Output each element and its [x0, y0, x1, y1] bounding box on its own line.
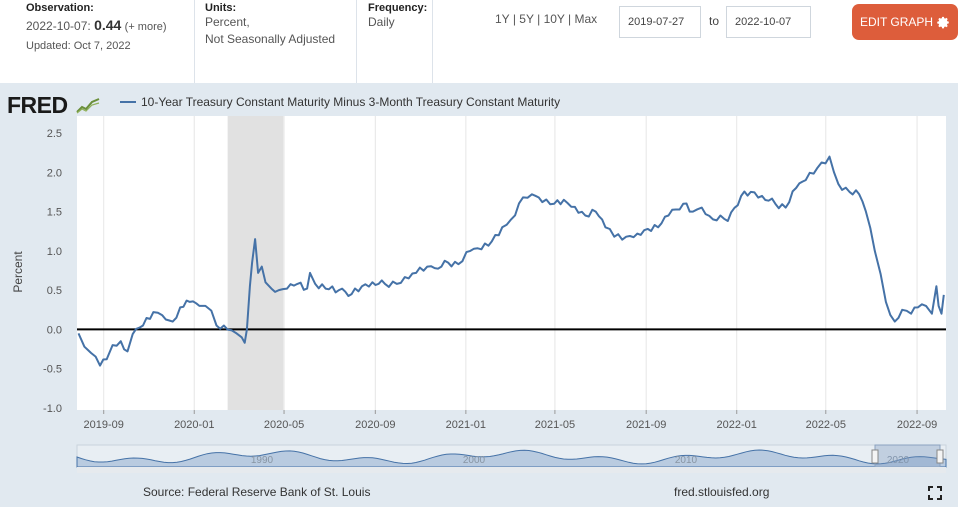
- observation-value-line: 2022-10-07: 0.44 (+ more): [26, 17, 194, 36]
- range-max[interactable]: Max: [574, 12, 598, 26]
- y-tick-label: 0.5: [47, 285, 62, 297]
- x-tick-label: 2022-05: [806, 419, 846, 431]
- grid-lines: [103, 116, 918, 410]
- navigator-labels: 1990 2000 2010 2020: [251, 455, 910, 466]
- site-link[interactable]: fred.stlouisfed.org: [674, 485, 770, 499]
- x-tick-label: 2019-09: [84, 419, 124, 431]
- units-value-1: Percent,: [205, 15, 250, 29]
- fred-logo-graph-icon: [75, 97, 100, 115]
- y-tick-label: 2.5: [47, 128, 62, 140]
- range-1y[interactable]: 1Y: [495, 12, 510, 26]
- y-axis-ticks: 2.5 2.0 1.5 1.0 0.5 0.0 -0.5 -1.0: [43, 128, 62, 415]
- x-tick-label: 2021-05: [535, 419, 575, 431]
- gear-icon: [937, 16, 949, 28]
- plot-background: [77, 116, 946, 410]
- x-tick-label: 2020-05: [264, 419, 304, 431]
- y-tick-label: -1.0: [43, 403, 62, 415]
- edit-graph-label: EDIT GRAPH: [859, 15, 934, 29]
- start-date-input[interactable]: [619, 6, 701, 38]
- legend-label: 10-Year Treasury Constant Maturity Minus…: [141, 95, 561, 109]
- range-5y[interactable]: 5Y: [519, 12, 534, 26]
- range-sep: |: [568, 12, 572, 26]
- fullscreen-icon[interactable]: [928, 486, 942, 500]
- fred-logo[interactable]: FRED: [7, 92, 100, 119]
- range-sep: |: [537, 12, 541, 26]
- range-sep: |: [512, 12, 516, 26]
- navigator-label: 1990: [251, 455, 274, 466]
- updated-text: Updated: Oct 7, 2022: [26, 40, 131, 52]
- x-axis-ticks: 2019-09 2020-01 2020-05 2020-09 2021-01 2021-…: [84, 410, 937, 431]
- x-tick-label: 2020-09: [355, 419, 395, 431]
- units-value-2: Not Seasonally Adjusted: [205, 32, 336, 46]
- source-text: Source: Federal Reserve Bank of St. Loui…: [143, 485, 371, 499]
- units-cell: Units: Percent, Not Seasonally Adjusted: [195, 0, 357, 83]
- x-tick-label: 2022-09: [897, 419, 937, 431]
- to-label: to: [709, 14, 720, 28]
- y-axis-label: Percent: [11, 251, 25, 293]
- navigator[interactable]: 1990 2000 2010 2020: [76, 444, 947, 473]
- y-tick-label: 2.0: [47, 167, 62, 179]
- navigator-label: 2000: [463, 455, 486, 466]
- legend-swatch: [120, 101, 136, 103]
- frequency-cell: Frequency: Daily: [357, 0, 433, 83]
- x-tick-label: 2021-01: [446, 419, 486, 431]
- fred-logo-text: FRED: [7, 92, 68, 118]
- navigator-label: 2010: [675, 455, 698, 466]
- observation-value: 0.44: [94, 17, 122, 33]
- x-tick-label: 2022-01: [717, 419, 757, 431]
- navigator-scrollbar[interactable]: [77, 467, 946, 473]
- y-tick-label: 1.5: [47, 207, 62, 219]
- more-link[interactable]: (+ more): [124, 21, 167, 33]
- x-tick-label: 2021-09: [626, 419, 666, 431]
- x-tick-label: 2020-01: [174, 419, 214, 431]
- range-10y[interactable]: 10Y: [543, 12, 565, 26]
- end-date-input[interactable]: [726, 6, 811, 38]
- navigator-handle-right[interactable]: [936, 449, 944, 464]
- recession-shading: [227, 116, 284, 410]
- y-tick-label: -0.5: [43, 364, 62, 376]
- navigator-area: [76, 449, 947, 468]
- observation-cell: Observation: 2022-10-07: 0.44 (+ more) U…: [0, 0, 195, 83]
- y-tick-label: 0.0: [47, 324, 62, 336]
- observation-date: 2022-10-07:: [26, 19, 91, 33]
- header-bar: Observation: 2022-10-07: 0.44 (+ more) U…: [0, 0, 958, 83]
- navigator-label: 2020: [887, 455, 910, 466]
- series-line[interactable]: [77, 155, 945, 367]
- navigator-handle-left[interactable]: [871, 449, 879, 464]
- navigator-window[interactable]: [874, 444, 941, 468]
- chart-legend[interactable]: 10-Year Treasury Constant Maturity Minus…: [120, 95, 560, 109]
- edit-graph-button[interactable]: EDIT GRAPH: [852, 4, 958, 40]
- units-label: Units:: [205, 2, 237, 14]
- range-selector: 1Y | 5Y | 10Y | Max: [495, 12, 597, 26]
- frequency-label: Frequency:: [368, 2, 428, 14]
- y-tick-label: 1.0: [47, 246, 62, 258]
- frequency-value: Daily: [368, 15, 395, 29]
- observation-label: Observation:: [26, 2, 94, 14]
